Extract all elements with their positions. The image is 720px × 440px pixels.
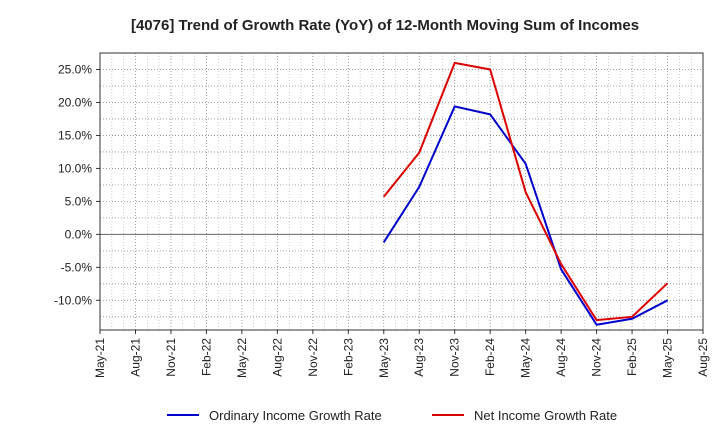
x-tick-label: Feb-25 [625,338,639,376]
x-tick-label: May-23 [377,338,391,378]
y-tick-label: -5.0% [61,260,93,274]
x-tick-label: May-25 [661,338,675,378]
series-line-ordinary-income [382,105,668,326]
y-tick-label: 20.0% [58,95,92,109]
y-tick-label: 5.0% [65,194,93,208]
x-tick-label: Nov-24 [590,338,604,377]
x-tick-label: Aug-23 [412,338,426,377]
x-tick-label: May-21 [93,338,107,378]
x-tick-label: Feb-23 [341,338,355,376]
x-tick-label: Feb-24 [483,338,497,376]
series-line-net-income [382,61,669,322]
x-tick-label: Feb-22 [199,338,213,376]
x-tick-label: Aug-24 [554,338,568,377]
x-tick-label: May-22 [235,338,249,378]
x-tick-label: Aug-21 [128,338,142,377]
plot-area: -10.0% -5.0% 0.0% 5.0% 10.0% 15.0% 20.0% 25.0% M… [54,52,710,378]
y-tick-label: 15.0% [58,128,92,142]
legend-item-net-income: Net Income Growth Rate [432,408,617,423]
x-tick-label: Nov-22 [306,338,320,377]
x-tick-label: Aug-25 [696,338,710,377]
plot-background [100,53,703,330]
chart-title: [4076] Trend of Growth Rate (YoY) of 12-… [131,17,639,34]
y-tick-label: 0.0% [65,227,93,241]
x-tick-label: Aug-22 [270,338,284,377]
legend-label: Net Income Growth Rate [474,408,617,423]
legend: Ordinary Income Growth Rate Net Income Gr… [167,408,617,423]
plot-border [99,52,704,331]
y-tick-label: 10.0% [58,161,92,175]
x-tick-label: May-24 [519,338,533,378]
legend-label: Ordinary Income Growth Rate [209,408,382,423]
legend-item-ordinary-income: Ordinary Income Growth Rate [167,408,382,423]
x-tick-label: Nov-23 [448,338,462,377]
x-tick-label: Nov-21 [164,338,178,377]
y-tick-label: -10.0% [54,293,92,307]
y-tick-label: 25.0% [58,62,92,76]
